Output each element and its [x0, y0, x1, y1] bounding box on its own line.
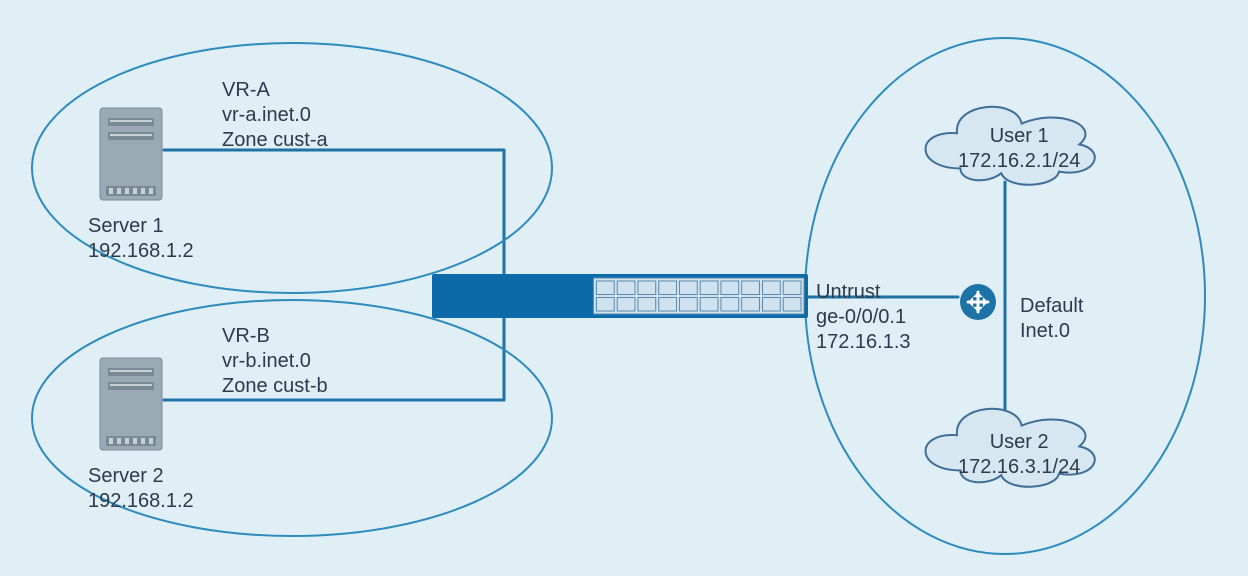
diagram-stage: VR-A vr-a.inet.0 Zone cust-a VR-B vr-b.i… — [0, 0, 1248, 576]
vr-a-line-3: Zone cust-a — [222, 128, 328, 153]
server-icon — [100, 358, 162, 450]
untrust-label: Untrust ge-0/0/0.1 172.16.1.3 — [816, 280, 911, 355]
user2-line-2: 172.16.3.1/24 — [958, 455, 1080, 480]
user2-line-1: User 2 — [958, 430, 1080, 455]
server2-label: Server 2 192.168.1.2 — [88, 464, 194, 514]
vr-b-line-3: Zone cust-b — [222, 374, 328, 399]
server1-line-1: Server 1 — [88, 214, 194, 239]
server2-line-2: 192.168.1.2 — [88, 489, 194, 514]
vr-a-line-2: vr-a.inet.0 — [222, 103, 328, 128]
vr-b-line-1: VR-B — [222, 324, 328, 349]
server2-line-1: Server 2 — [88, 464, 194, 489]
default-line-1: Default — [1020, 294, 1083, 319]
vr-a-line-1: VR-A — [222, 78, 328, 103]
user1-label: User 1 172.16.2.1/24 — [958, 124, 1080, 174]
untrust-line-1: Untrust — [816, 280, 911, 305]
default-label: Default Inet.0 — [1020, 294, 1083, 344]
server-icon — [100, 108, 162, 200]
untrust-line-3: 172.16.1.3 — [816, 330, 911, 355]
user2-label: User 2 172.16.3.1/24 — [958, 430, 1080, 480]
vr-b-line-2: vr-b.inet.0 — [222, 349, 328, 374]
server1-label: Server 1 192.168.1.2 — [88, 214, 194, 264]
router-icon — [960, 284, 996, 320]
vr-b-label: VR-B vr-b.inet.0 Zone cust-b — [222, 324, 328, 399]
switch-icon — [432, 274, 808, 318]
vr-a-label: VR-A vr-a.inet.0 Zone cust-a — [222, 78, 328, 153]
user1-line-1: User 1 — [958, 124, 1080, 149]
untrust-line-2: ge-0/0/0.1 — [816, 305, 911, 330]
user1-line-2: 172.16.2.1/24 — [958, 149, 1080, 174]
server1-line-2: 192.168.1.2 — [88, 239, 194, 264]
default-line-2: Inet.0 — [1020, 319, 1083, 344]
